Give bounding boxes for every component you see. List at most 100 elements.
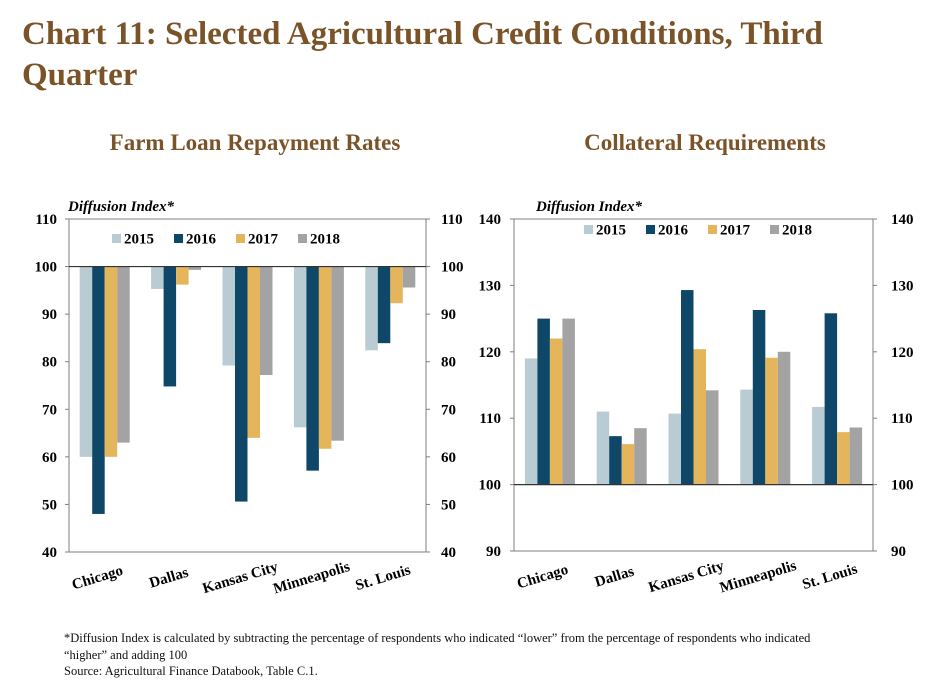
legend-label-2018: 2018 [310,232,340,248]
y-tick-label-right: 70 [441,402,456,418]
bar-dallas-2018 [634,428,647,485]
y-tick-label-left: 110 [479,411,501,427]
y-tick-label-left: 90 [486,544,501,560]
bar-dallas-2017 [176,266,189,285]
x-category-label: St. Louis [800,561,859,593]
bar-kansas-city-2016 [681,290,694,485]
y-tick-label-right: 110 [891,411,913,427]
y-tick-label-left: 50 [42,497,57,513]
bar-dallas-2018 [188,266,202,270]
y-tick-label-right: 60 [441,450,456,466]
bar-st.-louis-2015 [812,406,825,485]
bar-minneapolis-2018 [777,351,791,485]
bar-st.-louis-2018 [849,427,863,485]
legend-label-2017: 2017 [720,223,751,239]
x-category-label: Dallas [593,564,636,591]
bar-st.-louis-2016 [377,266,391,344]
y-tick-label-left: 80 [42,355,57,371]
y-tick-label-left: 70 [42,402,57,418]
legend-label-2015: 2015 [124,232,154,248]
main-title: Chart 11: Selected Agricultural Credit C… [22,16,823,93]
y-axis-label: Diffusion Index* [67,199,174,215]
y-tick-label-right: 100 [891,478,914,494]
y-tick-label-right: 120 [891,345,914,361]
bar-st.-louis-2015 [365,266,378,351]
bar-dallas-2015 [151,266,164,289]
bar-chicago-2015 [79,266,93,457]
bar-minneapolis-2016 [752,309,766,485]
bar-st.-louis-2017 [390,266,403,304]
legend-label-2018: 2018 [782,223,812,239]
bar-chicago-2015 [524,358,538,485]
y-tick-label-right: 90 [441,307,456,323]
bar-minneapolis-2015 [740,389,753,485]
bar-dallas-2016 [609,436,622,485]
source-footnote: Source: Agricultural Finance Databook, T… [64,664,318,678]
bar-minneapolis-2015 [293,266,307,428]
y-tick-label-left: 120 [479,345,502,361]
bar-dallas-2016 [163,266,177,387]
y-axis-label: Diffusion Index* [535,199,642,215]
plot-frame [68,218,427,553]
y-tick-label-right: 40 [441,545,456,561]
legend-swatch-2015 [112,234,121,243]
legend-label-2016: 2016 [658,223,689,239]
bar-st.-louis-2018 [402,266,416,288]
bar-kansas-city-2016 [235,266,248,502]
legend-label-2016: 2016 [186,232,217,248]
y-tick-label-left: 90 [42,307,57,323]
left-chart-title: Farm Loan Repayment Rates [109,130,401,155]
bar-chicago-2017 [104,266,118,457]
y-tick-label-left: 100 [35,260,58,276]
y-tick-label-left: 100 [479,478,502,494]
y-tick-label-right: 110 [441,212,463,228]
bar-kansas-city-2018 [260,266,273,376]
legend-label-2015: 2015 [596,223,626,239]
legend-label-2017: 2017 [248,232,279,248]
bar-kansas-city-2017 [247,266,260,438]
y-tick-label-right: 130 [891,278,914,294]
bar-dallas-2017 [621,444,635,485]
x-category-label: Minneapolis [718,558,799,596]
bar-minneapolis-2016 [306,266,319,471]
y-tick-label-left: 40 [42,545,57,561]
bar-chicago-2018 [562,318,575,485]
y-tick-label-right: 80 [441,355,456,371]
legend-swatch-2016 [174,234,183,243]
legend-swatch-2017 [236,234,245,243]
bar-chicago-2016 [92,266,105,514]
y-tick-label-right: 50 [441,497,456,513]
x-category-label: Chicago [515,562,570,593]
y-tick-label-right: 140 [891,212,914,228]
y-tick-label-left: 110 [35,212,57,228]
legend-swatch-2015 [584,225,593,234]
y-tick-label-right: 90 [891,544,906,560]
bar-chicago-2018 [117,266,130,443]
bar-kansas-city-2017 [693,349,706,485]
bar-kansas-city-2015 [668,413,681,485]
y-tick-label-right: 100 [441,260,464,276]
y-tick-label-left: 60 [42,450,57,466]
legend-swatch-2018 [770,225,779,234]
y-tick-label-left: 130 [479,278,502,294]
bar-st.-louis-2016 [824,313,838,485]
bar-minneapolis-2017 [765,357,778,485]
bar-chicago-2017 [549,338,563,485]
plot-frame [513,218,874,552]
bar-st.-louis-2017 [837,432,850,485]
bar-kansas-city-2018 [706,390,719,485]
bar-minneapolis-2017 [318,266,332,449]
bar-chicago-2016 [537,318,550,485]
x-category-label: Kansas City [647,558,727,596]
diffusion-index-footnote: *Diffusion Index is calculated by subtra… [64,631,811,662]
legend-swatch-2017 [708,225,717,234]
legend-swatch-2018 [298,234,307,243]
bar-minneapolis-2018 [331,266,344,441]
bar-dallas-2015 [596,411,610,485]
bar-kansas-city-2015 [222,266,235,366]
right-chart-title: Collateral Requirements [584,130,826,155]
y-tick-label-left: 140 [479,212,502,228]
legend-swatch-2016 [646,225,655,234]
